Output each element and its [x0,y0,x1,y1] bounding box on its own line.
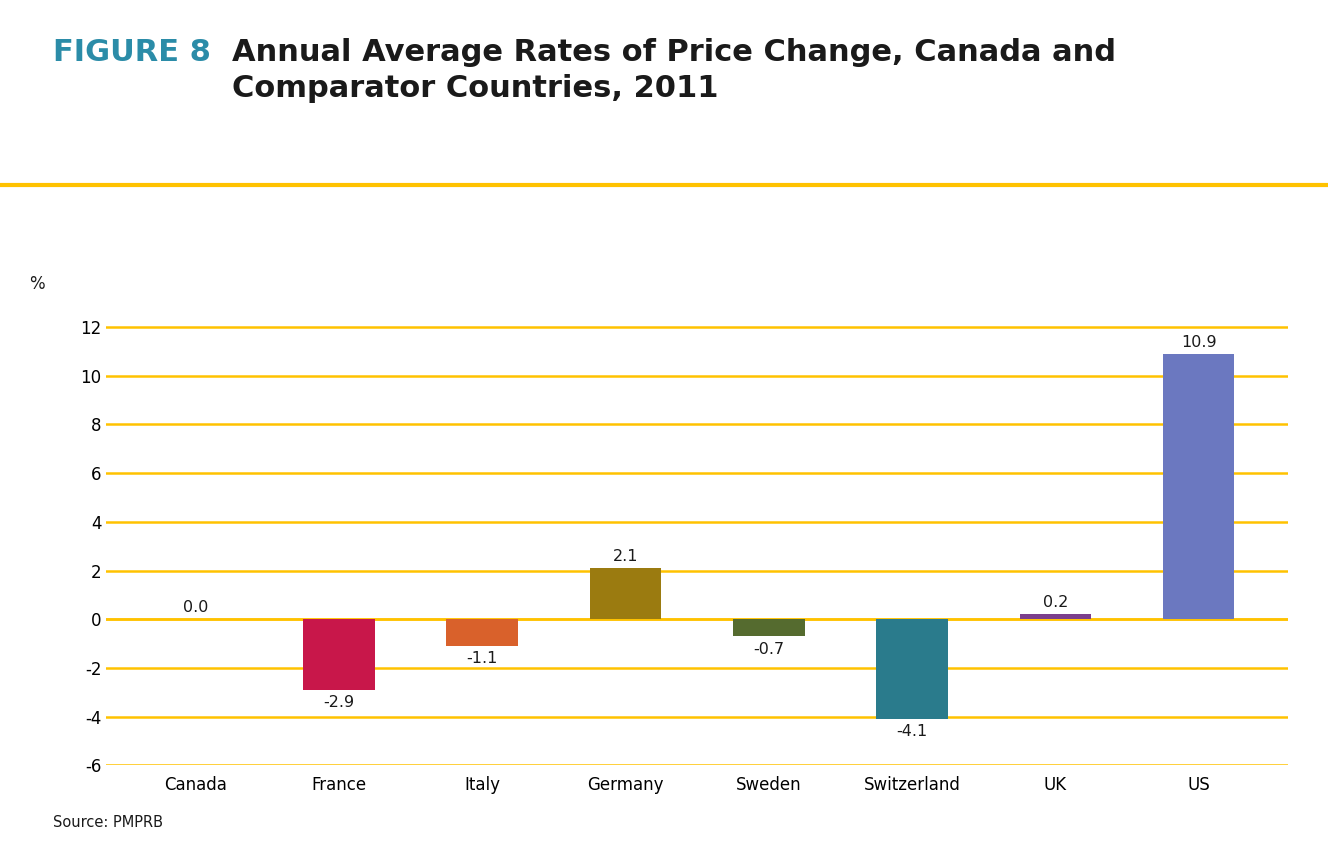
Text: Annual Average Rates of Price Change, Canada and
Comparator Countries, 2011: Annual Average Rates of Price Change, Ca… [232,38,1117,103]
Text: 2.1: 2.1 [612,548,639,563]
Text: -0.7: -0.7 [753,642,785,657]
Bar [303,619,374,690]
Text: -2.9: -2.9 [324,696,355,710]
Text: -1.1: -1.1 [466,652,498,666]
Text: 0.2: 0.2 [1042,595,1068,610]
Text: %: % [29,275,45,293]
Bar [876,619,948,719]
Text: Source: PMPRB: Source: PMPRB [53,815,163,830]
Bar [733,619,805,637]
Bar [446,619,518,646]
Text: FIGURE 8: FIGURE 8 [53,38,211,66]
Bar [590,569,661,619]
Text: 0.0: 0.0 [183,600,208,615]
Bar [1163,354,1235,619]
Bar [1020,615,1092,619]
Text: -4.1: -4.1 [896,724,928,739]
Text: 10.9: 10.9 [1181,335,1216,350]
